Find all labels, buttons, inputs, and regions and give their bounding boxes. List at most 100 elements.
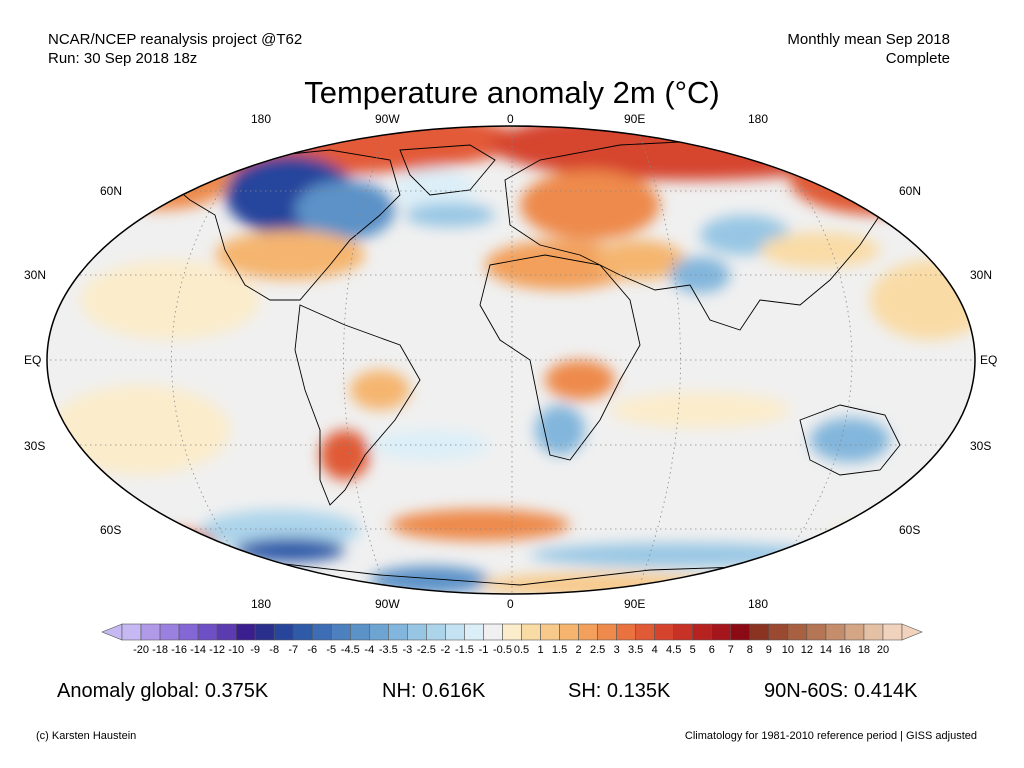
colorbar-tick-label: 4 <box>651 644 658 656</box>
colorbar-swatch <box>806 623 827 641</box>
colorbar-tick-label: 9 <box>765 644 772 656</box>
lat-label-left-60n: 60N <box>100 184 123 198</box>
source-label: NCAR/NCEP reanalysis project @T62 <box>48 31 303 48</box>
lon-label-top-90w: 90W <box>375 112 400 126</box>
colorbar-swatch <box>407 623 427 641</box>
colorbar-tick-label: 12 <box>800 644 813 656</box>
colorbar-tick-label: 0.5 <box>513 644 530 656</box>
colorbar-tick-label: 3 <box>613 644 620 656</box>
colorbar-tick-label: 4.5 <box>666 644 682 656</box>
colorbar-tick-label: 1 <box>537 644 544 656</box>
lat-label-left-eq: EQ <box>24 353 42 367</box>
lat-label-right-30s: 30S <box>970 439 992 453</box>
colorbar-tick-label: -1 <box>478 644 489 656</box>
colorbar-tick-label: 3.5 <box>628 644 644 656</box>
colorbar-swatch <box>159 623 180 641</box>
colorbar-swatch <box>445 623 465 641</box>
lon-label-top-0: 0 <box>507 112 514 126</box>
colorbar-tick-label: 7 <box>727 644 734 656</box>
colorbar-tick-label: 1.5 <box>551 644 568 656</box>
lat-label-right-60n: 60N <box>899 184 922 198</box>
colorbar-tick-label: -14 <box>190 644 207 656</box>
colorbar-swatch <box>578 623 598 641</box>
colorbar-swatch <box>197 623 218 641</box>
graticule <box>47 126 975 594</box>
nh-anomaly: NH: 0.616K <box>382 680 486 702</box>
colorbar-swatch <box>502 623 522 641</box>
colorbar-swatch <box>521 623 541 641</box>
colorbar-tick-label: -3 <box>402 644 413 656</box>
colorbar-tick-label: 2.5 <box>589 644 606 656</box>
colorbar-swatch <box>673 623 694 641</box>
colorbar-tick-label: -10 <box>228 644 245 656</box>
colorbar-swatch <box>140 623 161 641</box>
colorbar-swatch <box>882 623 903 641</box>
colorbar-tick-label: 2 <box>575 644 582 656</box>
lon-label-bottom-180e: 180 <box>748 597 769 611</box>
colorbar-swatch <box>273 623 294 641</box>
lat-label-left-30s: 30S <box>24 439 46 453</box>
colorbar-swatch <box>254 623 275 641</box>
colorbar-tick-label: -5 <box>326 644 337 656</box>
colorbar-swatch <box>292 623 313 641</box>
colorbar-tick-label: 8 <box>746 644 753 656</box>
colorbar-tick-label: -2.5 <box>416 644 436 656</box>
colorbar-swatch <box>559 623 579 641</box>
credit: (c) Karsten Haustein <box>36 730 137 742</box>
lon-label-top-180e: 180 <box>748 112 769 126</box>
colorbar-swatch <box>768 623 789 641</box>
colorbar-tick-label: -3.5 <box>378 644 398 656</box>
colorbar-tick-label: -18 <box>152 644 168 656</box>
run-label: Run: 30 Sep 2018 18z <box>48 50 198 67</box>
colorbar-swatch <box>349 623 370 641</box>
lon-label-bottom-90w: 90W <box>375 597 400 611</box>
colorbar-swatch <box>825 623 846 641</box>
colorbar-tick-label: -7 <box>288 644 299 656</box>
colorbar-swatch <box>369 623 389 641</box>
colorbar-tick-label: 20 <box>876 644 890 656</box>
colorbar-tick-label: -4 <box>364 644 375 656</box>
colorbar-tick-label: -0.5 <box>493 644 512 656</box>
anomaly-field <box>47 126 975 594</box>
colorbar-tick-label: 14 <box>819 644 833 656</box>
colorbar-swatch <box>121 623 142 641</box>
period-label: Monthly mean Sep 2018 <box>787 31 950 48</box>
lat-label-right-eq: EQ <box>980 353 998 367</box>
colorbar-arrow-right <box>901 623 923 641</box>
lat-label-right-30n: 30N <box>970 268 993 282</box>
lat-label-right-60s: 60S <box>899 523 921 537</box>
colorbar-swatch <box>426 623 446 641</box>
lon-label-top-180w: 180 <box>251 112 272 126</box>
colorbar-tick-label: -1.5 <box>454 644 474 656</box>
colorbar-swatch <box>730 623 751 641</box>
colorbar-swatch <box>635 623 655 641</box>
status-label: Complete <box>885 50 950 67</box>
colorbar-swatch <box>749 623 770 641</box>
colorbar-swatch <box>787 623 808 641</box>
lon-label-top-90e: 90E <box>624 112 646 126</box>
colorbar-swatch <box>711 623 732 641</box>
colorbar-swatch <box>330 623 351 641</box>
colorbar-tick-label: 18 <box>857 644 871 656</box>
climatology-note: Climatology for 1981-2010 reference peri… <box>684 730 977 742</box>
chart-title: Temperature anomaly 2m (°C) <box>304 75 720 110</box>
global-anomaly: Anomaly global: 0.375K <box>57 680 269 702</box>
colorbar-swatch <box>178 623 199 641</box>
lon-label-bottom-180w: 180 <box>251 597 272 611</box>
colorbar-swatch <box>540 623 560 641</box>
colorbar-swatch <box>388 623 408 641</box>
colorbar-tick-label: -12 <box>209 644 226 656</box>
colorbar-tick-label: -4.5 <box>340 644 360 656</box>
colorbar-swatch <box>863 623 884 641</box>
colorbar-swatch <box>654 623 675 641</box>
sh-anomaly: SH: 0.135K <box>568 680 671 702</box>
colorbar-tick-label: -9 <box>250 644 261 656</box>
colorbar-tick-label: 6 <box>708 644 715 656</box>
lon-label-bottom-0: 0 <box>507 597 514 611</box>
colorbar-tick-label: -8 <box>269 644 280 656</box>
colorbar-swatch <box>597 623 617 641</box>
colorbar-tick-label: 10 <box>781 644 794 656</box>
colorbar-swatch <box>616 623 636 641</box>
